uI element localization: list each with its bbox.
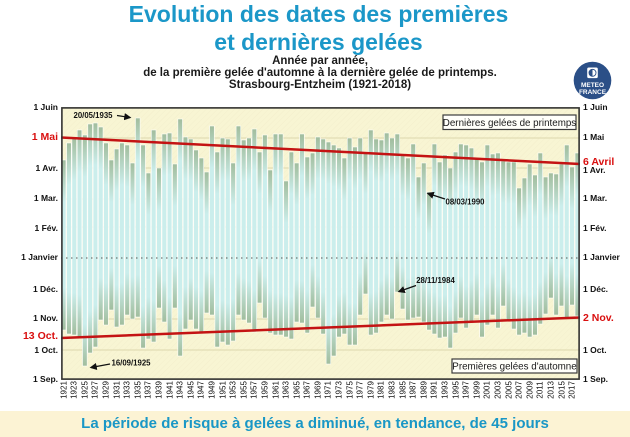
svg-text:Dernières gelées de printemps: Dernières gelées de printemps xyxy=(443,118,577,129)
svg-text:METEO: METEO xyxy=(581,82,604,89)
svg-text:FRANCE: FRANCE xyxy=(579,89,607,96)
svg-text:16/09/1925: 16/09/1925 xyxy=(111,359,151,368)
svg-text:28/11/1984: 28/11/1984 xyxy=(416,276,455,285)
svg-text:08/03/1990: 08/03/1990 xyxy=(445,198,485,207)
svg-text:Premières gelées d'automne: Premières gelées d'automne xyxy=(452,362,577,373)
svg-text:20/05/1935: 20/05/1935 xyxy=(73,111,113,120)
